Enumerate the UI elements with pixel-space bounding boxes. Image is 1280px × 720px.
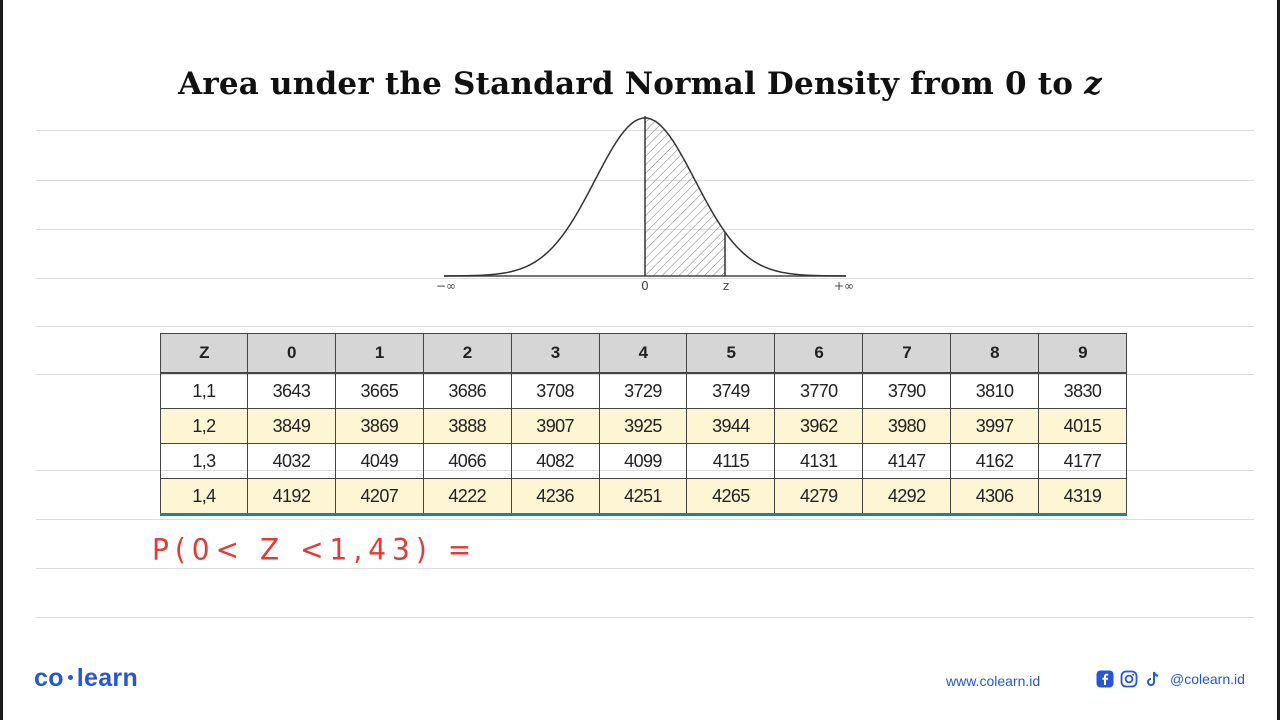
table-cell: 3980 [862,408,952,444]
header-digit-5: 5 [686,333,776,374]
facebook-icon[interactable] [1096,670,1114,688]
table-row: 1,1 3643 3665 3686 3708 3729 3749 3770 3790 3810 3… [160,372,1127,409]
header-digit-1: 1 [334,333,424,374]
table-cell: 4115 [686,443,776,479]
table-cell: 4131 [774,443,864,479]
table-cell: 4319 [1038,478,1127,516]
logo-right: learn [76,664,139,692]
pos-inf-label: +∞ [834,279,854,293]
table-cell: 3665 [334,372,424,409]
shaded-area [645,118,725,276]
tiktok-icon[interactable] [1144,670,1162,688]
table-row: 1,2 3849 3869 3888 3907 3925 3944 3962 3980 3997 4… [160,408,1127,444]
title-variable: z [1084,66,1102,102]
header-digit-7: 7 [862,333,952,374]
table-cell: 3888 [422,408,512,444]
table-cell: 4207 [334,478,424,516]
table-row: 1,4 4192 4207 4222 4236 4251 4265 4279 4292 4306 4… [160,478,1127,516]
table-cell: 3810 [950,372,1040,409]
table-cell: 4222 [422,478,512,516]
table-cell: 4236 [510,478,600,516]
header-digit-0: 0 [247,333,336,374]
table-cell: 4032 [247,443,336,479]
row-z-value: 1,2 [160,408,248,444]
table-cell: 4147 [862,443,952,479]
header-z: Z [160,333,248,374]
table-cell: 4162 [950,443,1040,479]
table-cell: 3708 [510,372,600,409]
table-cell: 4177 [1038,443,1127,479]
table-cell: 3997 [950,408,1040,444]
neg-inf-label: −∞ [436,279,456,293]
table-cell: 4279 [774,478,864,516]
table-cell: 3944 [686,408,776,444]
zero-label: 0 [641,279,649,293]
header-digit-2: 2 [422,333,512,374]
table-cell: 3770 [774,372,864,409]
header-digit-4: 4 [598,333,688,374]
header-digit-8: 8 [950,333,1040,374]
header-digit-6: 6 [774,333,864,374]
table-cell: 4292 [862,478,952,516]
row-z-value: 1,1 [160,372,248,409]
z-label: z [723,279,729,293]
table-cell: 3869 [334,408,424,444]
table-cell: 3907 [510,408,600,444]
social-links: @colearn.id [1096,670,1245,688]
normal-curve-diagram: −∞ 0 z +∞ [436,116,854,293]
social-handle[interactable]: @colearn.id [1170,671,1245,687]
table-cell: 3749 [686,372,776,409]
ruled-line [36,617,1254,618]
page-title: Area under the Standard Normal Density f… [0,66,1280,102]
table-cell: 4251 [598,478,688,516]
website-link[interactable]: www.colearn.id [946,673,1041,689]
table-row: 1,3 4032 4049 4066 4082 4099 4115 4131 4147 4162 4… [160,443,1127,479]
table-cell: 4265 [686,478,776,516]
ruled-line [36,519,1254,520]
table-cell: 4049 [334,443,424,479]
header-digit-9: 9 [1038,333,1127,374]
ruled-line [36,326,1254,327]
instagram-icon[interactable] [1120,670,1138,688]
row-z-value: 1,4 [160,478,248,516]
table-cell: 3962 [774,408,864,444]
title-text: Area under the Standard Normal Density f… [178,66,1085,102]
ruled-line [36,568,1254,569]
logo-dot [67,674,73,680]
colearn-logo: co learn [34,664,138,693]
row-z-value: 1,3 [160,443,248,479]
ruled-line [36,278,1254,279]
logo-left: co [34,664,64,692]
table-cell: 3643 [247,372,336,409]
table-cell: 3686 [422,372,512,409]
table-cell: 3729 [598,372,688,409]
table-cell: 4192 [247,478,336,516]
table-cell: 4015 [1038,408,1127,444]
table-cell: 3830 [1038,372,1127,409]
table-cell: 4306 [950,478,1040,516]
table-cell: 4066 [422,443,512,479]
table-cell: 3790 [862,372,952,409]
handwritten-question: P(0< Z <1,43) = [152,532,478,567]
table-cell: 3925 [598,408,688,444]
header-digit-3: 3 [510,333,600,374]
table-cell: 4099 [598,443,688,479]
table-cell: 3849 [247,408,336,444]
table-cell: 4082 [510,443,600,479]
